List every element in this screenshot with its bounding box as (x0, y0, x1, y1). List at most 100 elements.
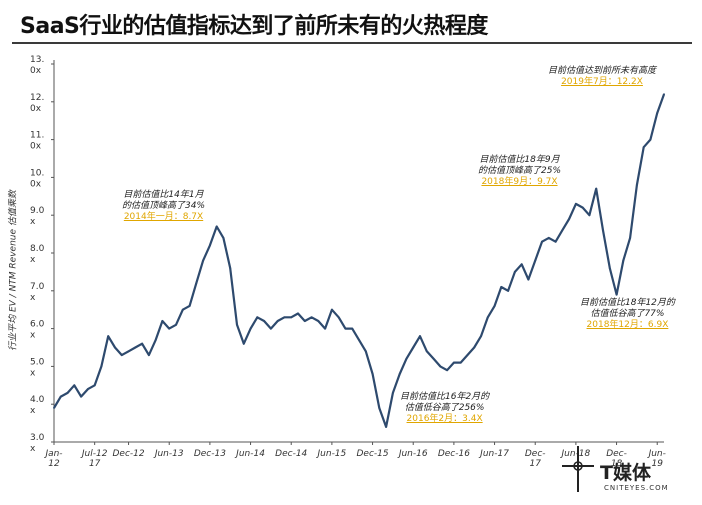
data-point (209, 244, 211, 247)
annotation-highlight: 2014年一月：8.7X (123, 212, 204, 222)
x-tick-label: Jun-16 (397, 449, 428, 459)
y-axis-label: 行业平均 EV / NTM Revenue 估值乘数 (8, 190, 19, 351)
data-point (378, 407, 381, 409)
x-tick-label: Dec-13 (194, 449, 226, 459)
data-point (561, 229, 564, 232)
x-tick-label: Jun-14 (234, 449, 265, 459)
data-point (256, 316, 259, 319)
x-tick-label: Dec-12 (112, 449, 144, 459)
data-point (222, 237, 225, 239)
watermark-logo: T媒体 CNITEYES.COM (560, 440, 700, 502)
data-point (642, 146, 645, 149)
x-tick-label: Jun-17 (478, 449, 509, 459)
data-point (175, 323, 177, 326)
data-point (466, 354, 469, 356)
annotation-trough-2016: 目前估值比16年2月的 估值低谷高了256% 2016年2月：3.4X (400, 392, 489, 425)
logo-url: CNITEYES.COM (604, 484, 669, 492)
data-point (398, 373, 401, 375)
data-point (656, 112, 659, 114)
x-ticks: Jan-12 Jul-12 17 Dec-12 Jun-13 Dec-13 Jun-14 De… (43, 442, 666, 469)
data-point (480, 335, 482, 338)
x-tick-label: Jun-18 (560, 449, 591, 459)
data-point (554, 240, 557, 243)
x-tick-label: Jun-19 (647, 449, 666, 469)
data-point (134, 346, 137, 349)
data-point (80, 395, 82, 398)
data-point (276, 320, 279, 322)
data-point (87, 388, 89, 390)
data-point (53, 407, 55, 409)
data-point (622, 259, 625, 262)
data-point (358, 339, 360, 341)
data-point (602, 229, 604, 232)
data-point (242, 342, 245, 345)
x-tick-label: Jul-12 17 (80, 449, 108, 469)
x-tick-label: Jun-15 (316, 449, 347, 459)
y-tick-label: 3.0 x (30, 433, 45, 454)
data-point (581, 206, 584, 209)
data-point (290, 316, 293, 319)
annotation-trough-2018: 目前估值比18年12月的 估值低谷高了77% 2018年12月：6.9X (580, 298, 675, 331)
data-point (446, 369, 448, 372)
data-point (500, 286, 503, 288)
logo-mark-icon (562, 446, 594, 492)
logo-name: T媒体 (600, 462, 651, 484)
data-point (385, 426, 387, 428)
data-point (161, 320, 164, 322)
data-point (425, 350, 428, 353)
data-point (507, 289, 509, 292)
data-point (459, 361, 462, 364)
data-point (215, 225, 218, 228)
annotation-text: 的估值顶峰高了25% (478, 166, 562, 176)
chart-axes (53, 60, 664, 443)
data-point (59, 395, 62, 398)
annotation-highlight: 2016年2月：3.4X (406, 414, 483, 424)
x-tick-label: Dec-16 (438, 449, 470, 459)
data-point (317, 320, 320, 322)
data-point (202, 259, 205, 262)
data-point (229, 267, 232, 269)
annotation-text: 的估值顶峰高了34% (122, 201, 206, 211)
data-point (141, 342, 144, 345)
data-point (331, 308, 333, 311)
title-divider (12, 42, 692, 44)
data-point (493, 305, 496, 307)
data-point (405, 357, 408, 360)
x-tick-label: Jun-13 (153, 449, 184, 459)
data-point (636, 184, 638, 186)
data-point (93, 384, 96, 387)
data-point (473, 346, 476, 349)
annotation-text: 估值低谷高了256% (404, 403, 485, 413)
data-point (412, 346, 415, 349)
data-point (520, 263, 523, 266)
data-point (534, 259, 537, 262)
annotation-current-2019: 目前估值达到前所未有高度 2019年7月：12.2X (548, 66, 656, 88)
y-tick-label: 5.0 x (30, 357, 45, 378)
data-point (168, 327, 171, 330)
data-point (527, 278, 530, 281)
data-point (486, 316, 489, 319)
data-point (629, 237, 631, 239)
data-point (107, 335, 110, 338)
data-point (120, 354, 123, 356)
page-title: SaaS行业的估值指标达到了前所未有的火热程度 (20, 14, 488, 39)
data-point (100, 365, 103, 368)
data-point (371, 373, 374, 375)
data-point (114, 346, 116, 349)
data-point (344, 327, 347, 330)
annotation-text: 目前估值比16年2月的 (400, 392, 490, 402)
x-tick-label: Dec-18 (606, 449, 627, 469)
data-point (154, 339, 157, 341)
data-point (615, 293, 618, 296)
data-point (453, 361, 455, 364)
annotation-peak-2014: 目前估值比14年1月 的估值顶峰高了34% 2014年一月：8.7X (122, 190, 205, 223)
y-tick-label: 13. 0x (30, 55, 44, 76)
x-tick-label: Dec-14 (275, 449, 307, 459)
data-point (188, 305, 191, 307)
data-point (351, 327, 354, 330)
data-point (270, 327, 272, 330)
data-point (66, 392, 69, 394)
annotation-highlight: 2018年12月：6.9X (586, 320, 669, 330)
data-point (547, 237, 550, 239)
